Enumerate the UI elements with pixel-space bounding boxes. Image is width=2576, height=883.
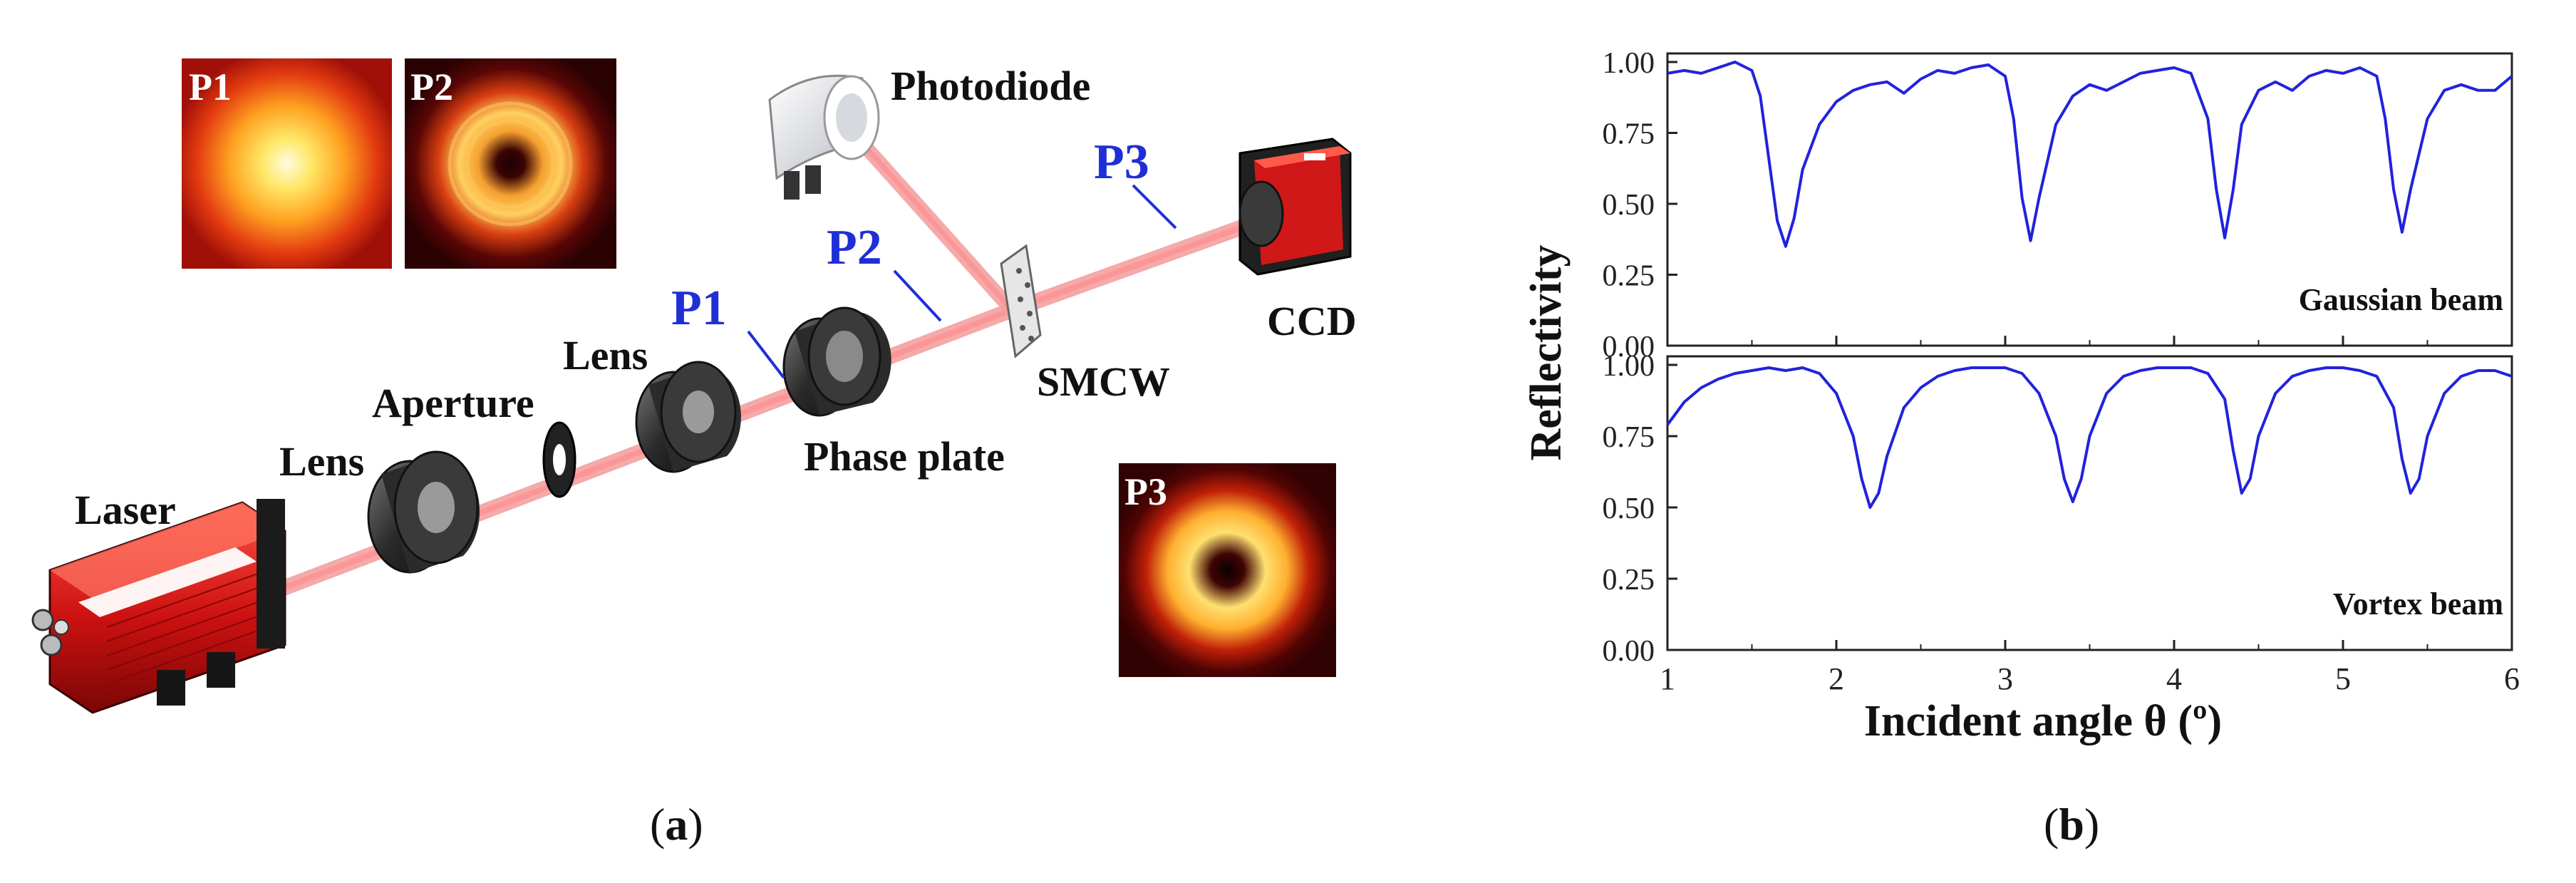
- y-tick-label: 0.75: [1603, 421, 1655, 454]
- photodiode-label: Photodiode: [891, 63, 1090, 109]
- y-tick-label: 1.00: [1603, 350, 1655, 383]
- y-tick-label: 1.00: [1603, 47, 1655, 80]
- inset-p3: P3: [1119, 463, 1336, 677]
- lens-1: [367, 450, 480, 574]
- ccd-camera: [1238, 138, 1352, 276]
- position-p2-label: P2: [827, 220, 882, 275]
- y-tick-label: 0.25: [1603, 564, 1655, 597]
- x-tick-label: 1: [1660, 661, 1675, 696]
- smcw-sample: [1000, 244, 1042, 358]
- subplot-label-1: Gaussian beam: [2299, 282, 2503, 317]
- aperture-label: Aperture: [372, 380, 534, 426]
- x-tick-label: 6: [2504, 661, 2520, 696]
- inset-p1-label: P1: [189, 66, 232, 108]
- subplot-label-2: Vortex beam: [2333, 587, 2503, 621]
- caption-a: (a): [650, 798, 703, 851]
- lens-1-label: Lens: [279, 438, 364, 485]
- inset-p2: P2: [405, 58, 616, 269]
- aperture: [542, 421, 576, 498]
- x-tick-label: 5: [2335, 661, 2351, 696]
- caption-a-open: (: [650, 799, 666, 850]
- series-line-2: [1666, 366, 2513, 509]
- p2-pointer: [893, 269, 942, 322]
- caption-a-letter: a: [665, 799, 688, 850]
- caption-b: (b): [2044, 798, 2099, 851]
- laser-label: Laser: [75, 487, 176, 533]
- x-axis-label: Incident angle θ (º): [1864, 697, 2222, 745]
- x-tick-label: 4: [2166, 661, 2182, 696]
- y-tick-label: 0.00: [1603, 331, 1655, 363]
- y-tick-label: 0.75: [1603, 118, 1655, 151]
- smcw-label: SMCW: [1037, 358, 1170, 405]
- y-tick-label: 0.00: [1603, 635, 1655, 668]
- x-tick-label: 3: [1997, 661, 2013, 696]
- laser-device: [31, 499, 286, 714]
- caption-b-letter: b: [2059, 799, 2084, 850]
- x-tick-label: 2: [1828, 661, 1844, 696]
- y-tick-label: 0.50: [1603, 189, 1655, 222]
- y-tick-label: 0.25: [1603, 260, 1655, 293]
- position-p1-label: P1: [671, 281, 727, 336]
- p1-pointer: [747, 330, 785, 379]
- y-axis-label: Reflectivity: [1522, 245, 1571, 461]
- series-line-1: [1667, 61, 2513, 248]
- phase-plate: [782, 306, 891, 417]
- panel-b-chart: Reflectivity Incident angle θ (º) 0.00 0.…: [1522, 47, 2520, 745]
- y-tick-label: 0.50: [1603, 492, 1655, 525]
- position-p3-label: P3: [1094, 135, 1149, 190]
- panel-a: Photodiode CCD SMCW Phase plate Lens Ape…: [31, 58, 1357, 714]
- p3-pointer: [1132, 184, 1177, 229]
- photodiode-device: [768, 74, 880, 200]
- lens-2: [635, 361, 741, 473]
- inset-p2-label: P2: [410, 66, 453, 108]
- caption-b-open: (: [2044, 799, 2059, 850]
- inset-p3-label: P3: [1124, 470, 1167, 513]
- caption-b-close: ): [2084, 799, 2100, 850]
- phase-plate-label: Phase plate: [804, 433, 1005, 480]
- inset-p1: P1: [182, 58, 392, 269]
- lens-2-label: Lens: [563, 332, 648, 378]
- caption-a-close: ): [688, 799, 703, 850]
- ccd-label: CCD: [1267, 298, 1357, 344]
